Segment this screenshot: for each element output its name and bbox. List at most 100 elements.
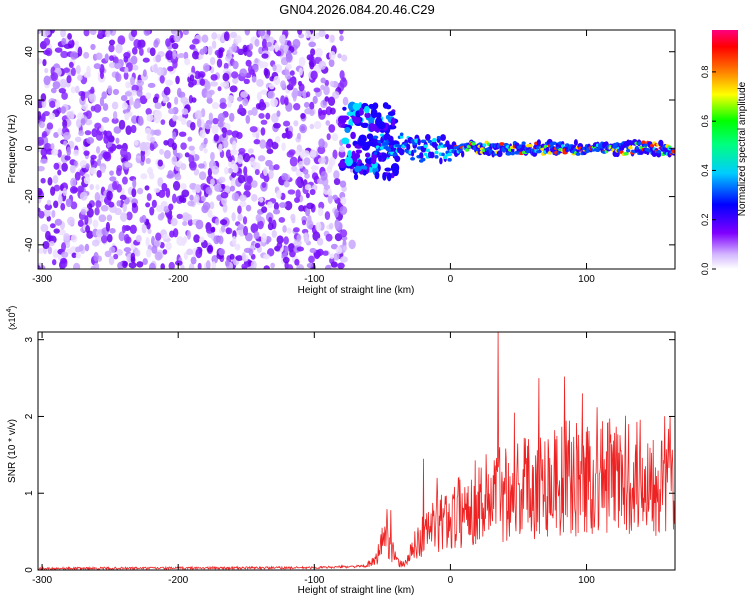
spectrogram-noise-blob <box>309 101 315 111</box>
spectrogram-noise-blob <box>317 146 326 155</box>
spectrogram-noise-blob <box>296 234 302 242</box>
spectrogram-noise-blob <box>321 109 328 116</box>
spectrogram-signal-blob <box>658 139 664 147</box>
spectrogram-noise-blob <box>231 71 239 79</box>
spectrogram-signal-blob <box>636 141 642 146</box>
spectrogram-noise-blob <box>207 45 213 56</box>
spectrogram-noise-blob <box>60 202 66 211</box>
spectrogram-noise-blob <box>196 118 202 128</box>
spectrogram-noise-blob <box>189 44 196 50</box>
spectrogram-noise-blob <box>339 78 348 88</box>
spectrogram-noise-blob <box>160 263 165 269</box>
spectrogram-noise-blob <box>63 131 71 141</box>
spectrogram-noise-blob <box>115 144 123 150</box>
spectrogram-signal-blob <box>384 167 392 172</box>
spectrogram-noise-blob <box>229 253 235 260</box>
spectrogram-x-tick-label: -200 <box>168 274 188 285</box>
spectrogram-noise-blob <box>242 97 249 107</box>
spectrogram-noise-blob <box>246 50 253 58</box>
spectrogram-noise-blob <box>132 64 139 71</box>
spectrogram-noise-blob <box>123 71 129 80</box>
spectrogram-noise-blob <box>218 176 226 183</box>
spectrogram-noise-blob <box>222 132 227 139</box>
spectrogram-noise-blob <box>284 70 292 80</box>
spectrogram-noise-blob <box>120 212 128 222</box>
spectrogram-noise-blob <box>38 111 42 120</box>
spectrogram-noise-blob <box>45 30 51 36</box>
spectrogram-signal-blob <box>372 102 379 110</box>
spectrogram-noise-blob <box>109 55 115 61</box>
spectrogram-signal-blob <box>635 146 639 150</box>
spectrogram-noise-blob <box>210 178 215 186</box>
spectrogram-noise-blob <box>125 81 131 89</box>
spectrogram-noise-blob <box>304 30 312 39</box>
spectrogram-noise-blob <box>232 140 237 151</box>
spectrogram-signal-blob <box>340 115 350 121</box>
spectrogram-noise-blob <box>181 189 190 198</box>
spectrogram-noise-blob <box>55 99 61 109</box>
spectrogram-noise-blob <box>105 221 111 232</box>
spectrogram-noise-blob <box>328 59 335 68</box>
spectrogram-noise-blob <box>49 223 56 229</box>
spectrogram-noise-blob <box>284 200 293 211</box>
spectrogram-noise-blob <box>111 117 119 124</box>
spectrogram-noise-blob <box>247 64 253 74</box>
spectrogram-noise-blob <box>332 149 338 160</box>
spectrogram-signal-blob <box>406 143 411 151</box>
spectrogram-noise-blob <box>169 230 175 238</box>
spectrogram-noise-blob <box>83 176 91 185</box>
spectrogram-noise-blob <box>284 245 289 254</box>
spectrogram-noise-blob <box>246 175 253 184</box>
spectrogram-signal-blob <box>387 111 396 117</box>
spectrogram-noise-blob <box>171 42 179 50</box>
spectrogram-noise-blob <box>149 206 155 216</box>
spectrogram-noise-blob <box>187 136 193 142</box>
spectrogram-noise-blob <box>43 209 51 218</box>
spectrogram-noise-blob <box>328 124 336 133</box>
spectrogram-noise-blob <box>172 115 179 121</box>
spectrogram-signal-blob <box>551 141 557 146</box>
spectrogram-noise-blob <box>229 112 235 123</box>
spectrogram-noise-blob <box>149 143 155 152</box>
snr-y-scale-close: ) <box>7 306 17 309</box>
spectrogram-noise-blob <box>330 243 338 250</box>
spectrogram-noise-blob <box>130 76 136 86</box>
spectrogram-noise-blob <box>193 234 200 243</box>
spectrogram-noise-blob <box>62 119 68 129</box>
spectrogram-noise-blob <box>205 186 212 195</box>
spectrogram-noise-blob <box>213 133 219 142</box>
spectrogram-noise-blob <box>155 232 162 241</box>
spectrogram-noise-blob <box>124 66 129 74</box>
spectrogram-noise-blob <box>266 41 273 47</box>
spectrogram-noise-blob <box>168 108 175 115</box>
spectrogram-noise-blob <box>48 112 56 120</box>
spectrogram-noise-blob <box>301 219 307 226</box>
spectrogram-noise-blob <box>85 163 90 170</box>
spectrogram-noise-blob <box>174 96 179 105</box>
spectrogram-noise-blob <box>63 140 68 146</box>
spectrogram-noise-blob <box>288 77 297 87</box>
spectrogram-signal-blob <box>447 158 452 162</box>
spectrogram-noise-blob <box>122 202 128 213</box>
spectrogram-noise-blob <box>341 54 348 62</box>
spectrogram-noise-blob <box>218 248 226 256</box>
spectrogram-noise-blob <box>306 220 314 230</box>
spectrogram-noise-blob <box>136 89 143 97</box>
spectrogram-signal-blob <box>360 122 370 129</box>
spectrogram-noise-blob <box>89 167 97 175</box>
snr-y-tick-label: 2 <box>24 413 35 419</box>
spectrogram-noise-blob <box>242 216 248 225</box>
spectrogram-noise-blob <box>218 235 224 245</box>
spectrogram-noise-blob <box>70 234 78 243</box>
spectrogram-signal-blob <box>394 155 401 163</box>
spectrogram-noise-blob <box>270 98 279 107</box>
spectrogram-noise-blob <box>278 216 286 223</box>
spectrogram-signal-blob <box>410 139 415 143</box>
spectrogram-noise-blob <box>171 142 178 151</box>
spectrogram-signal-blob <box>417 138 421 146</box>
spectrogram-signal-blob <box>412 149 417 153</box>
spectrogram-signal-blob <box>353 173 359 181</box>
spectrogram-noise-blob <box>84 215 89 225</box>
spectrogram-noise-blob <box>309 123 315 130</box>
spectrogram-noise-blob <box>180 117 187 126</box>
